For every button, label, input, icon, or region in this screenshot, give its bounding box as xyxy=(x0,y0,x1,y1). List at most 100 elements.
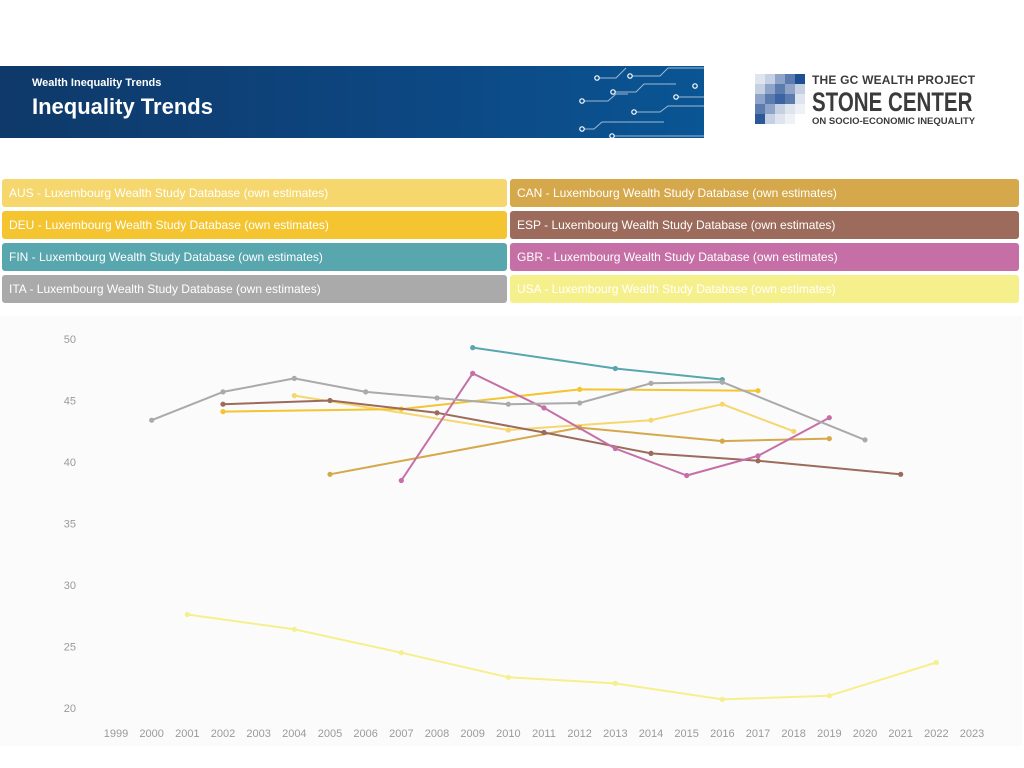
data-point-aus[interactable] xyxy=(791,428,797,434)
data-point-gbr[interactable] xyxy=(470,370,476,376)
data-point-fin[interactable] xyxy=(612,365,618,372)
y-tick-label: 30 xyxy=(64,580,76,592)
data-point-gbr[interactable] xyxy=(541,405,547,411)
data-point-ita[interactable] xyxy=(434,395,440,401)
legend-item-can[interactable]: CAN - Luxembourg Wealth Study Database (… xyxy=(510,179,1019,207)
x-tick-label: 2012 xyxy=(567,728,591,740)
data-point-usa[interactable] xyxy=(719,696,725,702)
x-tick-label: 2023 xyxy=(960,728,984,740)
chart-panel: 50 45 40 35 30 25 20 1999 2000 2001 2002 2003 2004 2… xyxy=(0,316,1022,746)
y-tick-label: 35 xyxy=(64,519,76,531)
series-line-usa xyxy=(187,613,937,701)
data-point-gbr[interactable] xyxy=(684,472,690,479)
data-point-deu[interactable] xyxy=(577,386,583,392)
legend-item-aus[interactable]: AUS - Luxembourg Wealth Study Database (… xyxy=(2,179,507,207)
data-point-usa[interactable] xyxy=(291,626,297,632)
logo-mosaic-icon xyxy=(755,74,805,124)
series-line-can xyxy=(329,426,830,476)
logo-center-name: STONE CENTER xyxy=(812,87,973,117)
x-axis: 1999 2000 2001 2002 2003 2004 2005 2006 2007 2008… xyxy=(104,728,984,740)
x-tick-label: 2020 xyxy=(853,728,877,740)
data-point-esp[interactable] xyxy=(327,397,333,404)
legend-item-esp[interactable]: ESP - Luxembourg Wealth Study Database (… xyxy=(510,211,1019,239)
data-point-aus[interactable] xyxy=(719,401,725,407)
series-can xyxy=(327,425,832,477)
data-point-gbr[interactable] xyxy=(826,415,832,421)
data-point-usa[interactable] xyxy=(505,674,511,680)
data-point-esp[interactable] xyxy=(898,471,904,477)
x-tick-label: 2015 xyxy=(674,728,698,740)
data-point-esp[interactable] xyxy=(220,401,226,407)
y-tick-label: 45 xyxy=(64,396,76,408)
data-point-can[interactable] xyxy=(826,436,832,442)
x-tick-label: 2018 xyxy=(781,728,805,740)
series-usa xyxy=(184,611,939,702)
data-point-gbr[interactable] xyxy=(612,445,618,452)
data-point-usa[interactable] xyxy=(933,659,939,666)
x-tick-label: 2019 xyxy=(817,728,841,740)
data-point-ita[interactable] xyxy=(505,401,511,407)
x-tick-label: 2022 xyxy=(924,728,948,740)
data-point-ita[interactable] xyxy=(648,380,654,386)
data-point-ita[interactable] xyxy=(577,400,583,406)
data-point-ita[interactable] xyxy=(291,375,297,381)
x-tick-label: 2001 xyxy=(175,728,199,740)
y-tick-label: 25 xyxy=(64,642,76,654)
y-tick-label: 40 xyxy=(64,457,76,469)
series-line-esp xyxy=(222,399,901,476)
data-point-aus[interactable] xyxy=(505,427,511,433)
data-point-deu[interactable] xyxy=(220,409,226,415)
series-line-aus xyxy=(294,394,795,433)
series-aus xyxy=(291,393,797,434)
legend-item-fin[interactable]: FIN - Luxembourg Wealth Study Database (… xyxy=(2,243,507,271)
legend-item-ita[interactable]: ITA - Luxembourg Wealth Study Database (… xyxy=(2,275,507,303)
x-tick-label: 2014 xyxy=(639,728,663,740)
x-tick-label: 2013 xyxy=(603,728,627,740)
x-tick-label: 2009 xyxy=(460,728,484,740)
data-point-esp[interactable] xyxy=(648,450,654,456)
x-tick-label: 2017 xyxy=(746,728,770,740)
data-point-usa[interactable] xyxy=(398,650,404,656)
series-line-deu xyxy=(222,388,759,413)
series-line-fin xyxy=(472,346,723,381)
x-tick-label: 2004 xyxy=(282,728,306,740)
data-point-aus[interactable] xyxy=(291,393,297,399)
data-point-ita[interactable] xyxy=(719,379,725,385)
data-point-can[interactable] xyxy=(327,471,333,477)
legend-item-usa[interactable]: USA - Luxembourg Wealth Study Database (… xyxy=(510,275,1019,303)
y-tick-label: 20 xyxy=(64,703,76,715)
data-point-ita[interactable] xyxy=(149,417,155,423)
data-point-ita[interactable] xyxy=(363,389,369,395)
x-tick-label: 2011 xyxy=(532,728,556,740)
logo-project-name: THE GC WEALTH PROJECT xyxy=(812,73,976,87)
page-banner: Wealth Inequality Trends Inequality Tren… xyxy=(0,66,704,138)
data-point-fin[interactable] xyxy=(470,345,476,351)
data-point-usa[interactable] xyxy=(826,693,832,699)
data-point-deu[interactable] xyxy=(755,388,761,394)
line-chart: 50 45 40 35 30 25 20 1999 2000 2001 2002 2003 2004 2… xyxy=(64,334,985,740)
series-esp xyxy=(220,397,904,477)
y-tick-label: 50 xyxy=(64,334,76,346)
x-tick-label: 2016 xyxy=(710,728,734,740)
x-tick-label: 2006 xyxy=(353,728,377,740)
x-tick-label: 2003 xyxy=(246,728,270,740)
data-point-gbr[interactable] xyxy=(398,477,404,484)
legend-item-gbr[interactable]: GBR - Luxembourg Wealth Study Database (… xyxy=(510,243,1019,271)
data-point-esp[interactable] xyxy=(434,410,440,416)
data-point-usa[interactable] xyxy=(184,611,190,618)
legend: AUS - Luxembourg Wealth Study Database (… xyxy=(2,179,1019,303)
data-point-can[interactable] xyxy=(719,438,725,444)
x-tick-label: 2002 xyxy=(211,728,235,740)
data-point-usa[interactable] xyxy=(612,680,618,686)
data-point-esp[interactable] xyxy=(541,429,547,436)
banner-subtitle: Wealth Inequality Trends xyxy=(32,77,162,89)
series-gbr xyxy=(398,370,832,484)
data-point-esp[interactable] xyxy=(755,458,761,464)
series-layer xyxy=(149,345,939,702)
data-point-gbr[interactable] xyxy=(755,453,761,459)
stone-center-logo: THE GC WEALTH PROJECT STONE CENTER ON SO… xyxy=(755,73,981,129)
data-point-ita[interactable] xyxy=(862,437,868,443)
data-point-aus[interactable] xyxy=(648,417,654,423)
data-point-ita[interactable] xyxy=(220,389,226,395)
legend-item-deu[interactable]: DEU - Luxembourg Wealth Study Database (… xyxy=(2,211,507,239)
